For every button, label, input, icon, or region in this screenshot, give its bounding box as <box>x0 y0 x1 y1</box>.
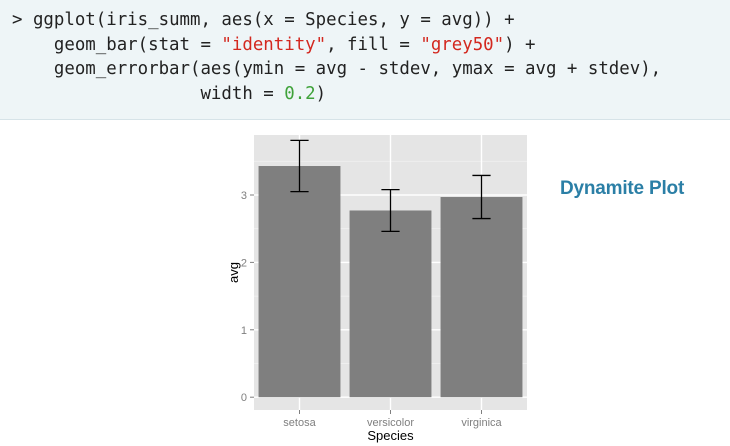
code-text: geom_errorbar(aes(ymin = avg - stdev, ym… <box>12 59 662 79</box>
code-string: "grey50" <box>420 34 505 55</box>
x-tick-label: setosa <box>283 417 316 429</box>
bar-setosa <box>258 166 341 398</box>
code-panel: > ggplot(iris_summ, aes(x = Species, y =… <box>0 0 730 120</box>
x-tick-label: versicolor <box>367 417 414 429</box>
code-number: 0.2 <box>284 83 316 104</box>
y-axis-title: avg <box>226 262 241 283</box>
x-axis-title: Species <box>367 428 414 443</box>
y-tick-label: 3 <box>241 190 247 202</box>
code-text: width = <box>12 83 285 104</box>
code-line-4: width = 0.2) <box>12 82 730 107</box>
code-text: geom_bar(stat = <box>12 34 222 55</box>
code-line-1: > ggplot(iris_summ, aes(x = Species, y =… <box>12 8 730 33</box>
bar-versicolor <box>349 210 432 398</box>
x-tick-label: virginica <box>461 417 502 429</box>
prompt-symbol: > <box>12 10 33 30</box>
code-text: ) <box>315 83 327 104</box>
code-text: ggplot(iris_summ, aes(x = Species, y = a… <box>32 10 515 30</box>
code-string: "identity" <box>221 34 327 55</box>
code-text: , fill = <box>326 34 421 55</box>
y-tick-label: 2 <box>241 257 247 269</box>
bar-chart: 0 1 2 3 setosa versicolor virginica Species avg <box>226 135 527 443</box>
y-tick-label: 1 <box>241 325 247 337</box>
code-line-2: geom_bar(stat = "identity", fill = "grey… <box>12 33 730 58</box>
slide-title: Dynamite Plot <box>560 178 685 199</box>
code-text: ) + <box>504 34 536 55</box>
y-tick-label: 0 <box>241 392 247 404</box>
code-line-3: geom_errorbar(aes(ymin = avg - stdev, ym… <box>12 57 730 82</box>
bar-virginica <box>440 197 523 398</box>
